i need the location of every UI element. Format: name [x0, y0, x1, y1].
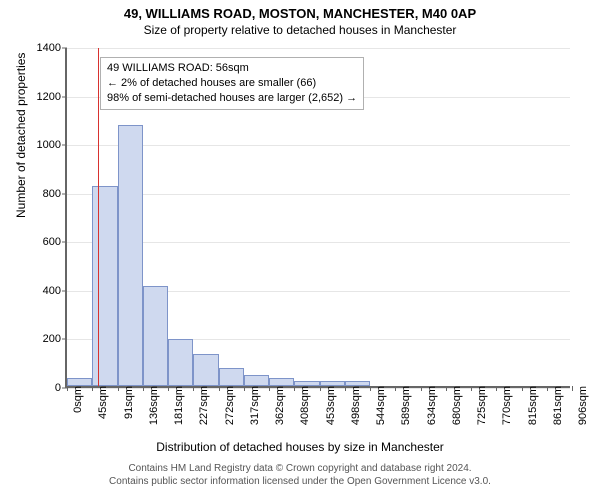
bar: [320, 381, 345, 386]
x-tick-label: 770sqm: [501, 386, 513, 425]
x-tick-mark: [421, 386, 422, 391]
marker-line: [98, 48, 99, 386]
x-tick-label: 498sqm: [350, 386, 362, 425]
x-tick-mark: [168, 386, 169, 391]
x-tick-label: 136sqm: [148, 386, 160, 425]
bar: [118, 125, 143, 386]
x-tick-mark: [370, 386, 371, 391]
plot-area: 49 WILLIAMS ROAD: 56sqm ← 2% of detached…: [65, 48, 570, 388]
x-tick-mark: [244, 386, 245, 391]
y-axis-label: Number of detached properties: [14, 53, 28, 218]
x-tick-label: 362sqm: [274, 386, 286, 425]
x-tick-label: 861sqm: [552, 386, 564, 425]
x-tick-mark: [345, 386, 346, 391]
x-tick-mark: [118, 386, 119, 391]
x-tick-label: 227sqm: [198, 386, 210, 425]
x-tick-label: 725sqm: [476, 386, 488, 425]
x-tick-mark: [219, 386, 220, 391]
x-tick-mark: [294, 386, 295, 391]
x-tick-label: 272sqm: [224, 386, 236, 425]
annotation-line: ← 2% of detached houses are smaller (66): [107, 76, 357, 91]
chart-container: 49, WILLIAMS ROAD, MOSTON, MANCHESTER, M…: [0, 0, 600, 500]
x-tick-label: 45sqm: [97, 386, 109, 419]
x-tick-mark: [67, 386, 68, 391]
x-tick-label: 453sqm: [325, 386, 337, 425]
x-tick-mark: [471, 386, 472, 391]
bar: [168, 339, 193, 386]
y-tick-label: 800: [43, 188, 61, 200]
y-tick-label: 0: [55, 382, 61, 394]
x-tick-label: 634sqm: [426, 386, 438, 425]
x-tick-mark: [269, 386, 270, 391]
bar: [67, 378, 92, 386]
chart-subtitle: Size of property relative to detached ho…: [0, 21, 600, 37]
x-tick-label: 317sqm: [249, 386, 261, 425]
x-tick-label: 680sqm: [451, 386, 463, 425]
chart-title: 49, WILLIAMS ROAD, MOSTON, MANCHESTER, M…: [0, 0, 600, 21]
bar: [294, 381, 319, 386]
x-tick-mark: [572, 386, 573, 391]
x-tick-label: 0sqm: [72, 386, 84, 413]
bar: [193, 354, 218, 386]
x-tick-mark: [522, 386, 523, 391]
bar: [269, 378, 294, 386]
x-tick-label: 181sqm: [173, 386, 185, 425]
y-tick-label: 1400: [37, 42, 61, 54]
bar: [219, 368, 244, 386]
credits-line: Contains public sector information licen…: [0, 475, 600, 488]
y-tick-label: 400: [43, 285, 61, 297]
y-tick-label: 200: [43, 333, 61, 345]
x-tick-mark: [496, 386, 497, 391]
annotation-line: 49 WILLIAMS ROAD: 56sqm: [107, 61, 357, 76]
credits-line: Contains HM Land Registry data © Crown c…: [0, 462, 600, 475]
x-tick-label: 815sqm: [527, 386, 539, 425]
bar: [244, 375, 269, 386]
x-tick-mark: [446, 386, 447, 391]
x-tick-mark: [143, 386, 144, 391]
y-tick-label: 600: [43, 236, 61, 248]
x-tick-mark: [547, 386, 548, 391]
x-tick-mark: [193, 386, 194, 391]
credits: Contains HM Land Registry data © Crown c…: [0, 462, 600, 488]
x-tick-label: 544sqm: [375, 386, 387, 425]
x-tick-mark: [395, 386, 396, 391]
x-axis-label: Distribution of detached houses by size …: [0, 440, 600, 454]
y-tick-label: 1000: [37, 139, 61, 151]
bar: [92, 186, 117, 386]
x-tick-label: 91sqm: [123, 386, 135, 419]
x-tick-label: 589sqm: [400, 386, 412, 425]
annotation-box: 49 WILLIAMS ROAD: 56sqm ← 2% of detached…: [100, 57, 364, 110]
bar: [345, 381, 370, 386]
bar: [143, 286, 168, 386]
y-tick-label: 1200: [37, 91, 61, 103]
annotation-line: 98% of semi-detached houses are larger (…: [107, 91, 357, 106]
x-tick-mark: [92, 386, 93, 391]
x-tick-mark: [320, 386, 321, 391]
x-tick-label: 408sqm: [299, 386, 311, 425]
x-tick-label: 906sqm: [577, 386, 589, 425]
